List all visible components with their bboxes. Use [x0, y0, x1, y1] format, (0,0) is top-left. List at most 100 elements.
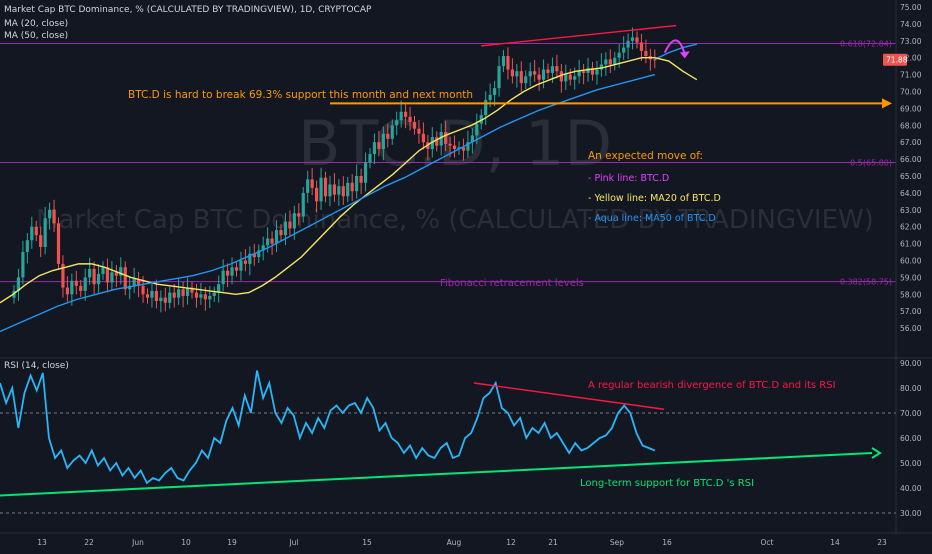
- candle-body: [261, 245, 265, 251]
- rsi-support-arrow: [871, 447, 882, 459]
- candle-body: [408, 116, 412, 122]
- candle-body: [528, 71, 532, 77]
- candle-body: [52, 209, 56, 224]
- candle-body: [328, 184, 332, 197]
- time-axis-tick: 13: [37, 538, 47, 547]
- candle-body: [39, 235, 43, 247]
- candle-body: [501, 56, 506, 67]
- candle-body: [212, 292, 216, 296]
- time-axis-tick: Aug: [447, 538, 462, 547]
- candle-body: [177, 289, 181, 298]
- candle-body: [488, 94, 492, 100]
- price-axis-tick: 64.00: [900, 189, 922, 198]
- candle-body: [110, 272, 114, 283]
- candle-body: [372, 142, 377, 155]
- rsi-axis-tick: 40.00: [900, 484, 922, 493]
- candle-body: [519, 71, 523, 84]
- time-axis-tick: 19: [227, 538, 237, 547]
- candle-body: [653, 59, 657, 61]
- last-price-tag-bg: [883, 53, 907, 66]
- candle-body: [497, 66, 501, 89]
- candle-body: [190, 287, 194, 293]
- price-axis-tick: 68.00: [900, 121, 922, 130]
- price-axis-tick: 67.00: [900, 138, 922, 147]
- candle-body: [541, 69, 546, 80]
- ma50-legend: MA (50, close): [4, 31, 69, 41]
- candle-body: [582, 71, 586, 73]
- candle-body: [439, 132, 443, 146]
- candle-body: [252, 253, 256, 258]
- candle-body: [608, 59, 612, 65]
- candle-body: [475, 123, 479, 136]
- candle-body: [266, 238, 270, 246]
- expected-move-title: An expected move of:: [588, 150, 703, 162]
- candle-body: [386, 133, 390, 139]
- price-trend-line: [481, 24, 677, 47]
- time-axis-tick: Sep: [610, 538, 624, 547]
- support-annotation: BTC.D is hard to break 69.3% support thi…: [128, 89, 473, 101]
- candle-body: [341, 186, 345, 197]
- watermark-name: Market Cap BTC Dominance, % (CALCULATED …: [36, 205, 874, 235]
- candle-body: [163, 297, 167, 303]
- candle-body: [194, 292, 199, 298]
- candle-body: [435, 137, 439, 146]
- candle-body: [537, 74, 541, 80]
- ma50-line: [0, 73, 655, 333]
- rsi-axis-tick: 90.00: [900, 359, 922, 368]
- ma20-line: [0, 57, 655, 304]
- candle-body: [145, 294, 150, 298]
- time-axis-tick: 14: [830, 538, 840, 547]
- legend-pink-line: - Pink line: BTC.D: [588, 173, 669, 184]
- chart-title: Market Cap BTC Dominance, % (CALCULATED …: [4, 5, 372, 15]
- candle-body: [226, 270, 230, 276]
- candle-body: [430, 137, 434, 149]
- fib-annotation: Fibonacci retracement levels: [440, 278, 584, 289]
- rsi-axis-tick: 60.00: [900, 434, 922, 443]
- candle-body: [515, 71, 519, 77]
- candle-body: [279, 230, 283, 236]
- candle-body: [381, 133, 385, 149]
- candle-body: [555, 66, 559, 72]
- candle-body: [346, 182, 350, 197]
- candle-body: [448, 143, 452, 146]
- price-axis-tick: 56.00: [900, 324, 922, 333]
- price-axis-tick: 69.00: [900, 104, 922, 113]
- candle-body: [644, 50, 648, 57]
- candle-body: [230, 267, 234, 276]
- candle-body: [479, 115, 483, 124]
- pink-expected-move: [663, 39, 686, 55]
- candle-body: [83, 277, 87, 291]
- candle-body: [319, 177, 323, 202]
- candle-body: [159, 297, 163, 302]
- candle-body: [337, 186, 341, 195]
- time-axis-tick: 22: [84, 538, 94, 547]
- candle-body: [395, 120, 399, 126]
- candle-body: [217, 284, 221, 293]
- candle-body: [559, 71, 563, 82]
- candle-body: [595, 69, 599, 75]
- candle-body: [306, 179, 310, 193]
- candle-body: [470, 135, 474, 143]
- candle-body: [466, 142, 470, 151]
- candle-body: [524, 76, 528, 84]
- fib-level-label: 0.5(65.80): [850, 158, 892, 167]
- candle-body: [457, 147, 461, 149]
- candle-body: [248, 253, 252, 264]
- candle-body: [56, 223, 61, 264]
- candle-body: [128, 285, 132, 290]
- time-axis-tick: Jul: [288, 538, 298, 547]
- candle-body: [150, 290, 154, 298]
- divergence-annotation: A regular bearish divergence of BTC.D an…: [588, 380, 836, 391]
- legend-yellow-line: - Yellow line: MA20 of BTC.D: [588, 193, 721, 204]
- candle-body: [546, 69, 550, 73]
- candle-body: [617, 52, 621, 58]
- rsi-axis-tick: 70.00: [900, 409, 922, 418]
- candle-body: [564, 74, 568, 82]
- candle-body: [172, 292, 176, 298]
- price-axis-tick: 60.00: [900, 257, 922, 266]
- price-axis-tick: 66.00: [900, 155, 922, 164]
- candle-body: [168, 292, 172, 303]
